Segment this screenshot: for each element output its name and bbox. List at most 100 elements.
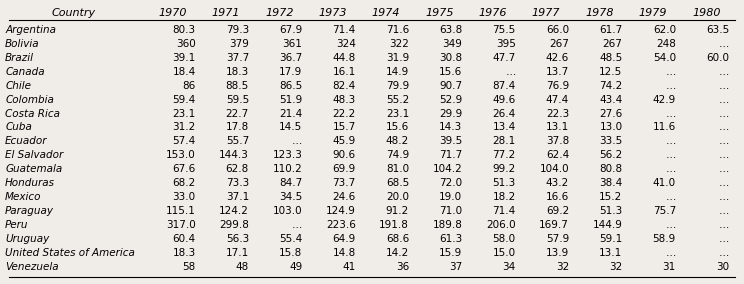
Text: 23.1: 23.1: [173, 108, 196, 118]
Text: 11.6: 11.6: [652, 122, 676, 132]
Text: 58.9: 58.9: [652, 234, 676, 244]
Text: 1980: 1980: [692, 8, 720, 18]
Text: 37: 37: [449, 262, 463, 272]
Text: 37.7: 37.7: [225, 53, 249, 63]
Text: 86: 86: [182, 81, 196, 91]
Text: 22.2: 22.2: [333, 108, 356, 118]
Text: 33.5: 33.5: [599, 136, 623, 146]
Text: 99.2: 99.2: [493, 164, 516, 174]
Text: …: …: [719, 234, 729, 244]
Text: 80.3: 80.3: [173, 25, 196, 35]
Text: 18.3: 18.3: [173, 248, 196, 258]
Text: 124.9: 124.9: [326, 206, 356, 216]
Text: 84.7: 84.7: [279, 178, 302, 188]
Text: 15.7: 15.7: [333, 122, 356, 132]
Text: 58.0: 58.0: [493, 234, 516, 244]
Text: 15.2: 15.2: [599, 192, 623, 202]
Text: …: …: [719, 220, 729, 230]
Text: 267: 267: [549, 39, 569, 49]
Text: …: …: [666, 164, 676, 174]
Text: 73.3: 73.3: [225, 178, 249, 188]
Text: 31: 31: [663, 262, 676, 272]
Text: 90.6: 90.6: [333, 150, 356, 160]
Text: 144.3: 144.3: [219, 150, 249, 160]
Text: Venezuela: Venezuela: [5, 262, 59, 272]
Text: 14.8: 14.8: [333, 248, 356, 258]
Text: 30.8: 30.8: [439, 53, 463, 63]
Text: 23.1: 23.1: [386, 108, 409, 118]
Text: 13.9: 13.9: [546, 248, 569, 258]
Text: 14.3: 14.3: [439, 122, 463, 132]
Text: 349: 349: [443, 39, 463, 49]
Text: 267: 267: [603, 39, 623, 49]
Text: 124.2: 124.2: [219, 206, 249, 216]
Text: 43.4: 43.4: [599, 95, 623, 105]
Text: 24.6: 24.6: [333, 192, 356, 202]
Text: 63.8: 63.8: [439, 25, 463, 35]
Text: 82.4: 82.4: [333, 81, 356, 91]
Text: 72.0: 72.0: [439, 178, 463, 188]
Text: 51.3: 51.3: [599, 206, 623, 216]
Text: 62.8: 62.8: [225, 164, 249, 174]
Text: 1976: 1976: [478, 8, 507, 18]
Text: 30: 30: [716, 262, 729, 272]
Text: El Salvador: El Salvador: [5, 150, 63, 160]
Text: Paraguay: Paraguay: [5, 206, 54, 216]
Text: 76.9: 76.9: [546, 81, 569, 91]
Text: Chile: Chile: [5, 81, 31, 91]
Text: 68.2: 68.2: [173, 178, 196, 188]
Text: 36.7: 36.7: [279, 53, 302, 63]
Text: Bolivia: Bolivia: [5, 39, 39, 49]
Text: 34.5: 34.5: [279, 192, 302, 202]
Text: …: …: [666, 81, 676, 91]
Text: …: …: [719, 248, 729, 258]
Text: 360: 360: [176, 39, 196, 49]
Text: …: …: [719, 136, 729, 146]
Text: Canada: Canada: [5, 67, 45, 77]
Text: 26.4: 26.4: [493, 108, 516, 118]
Text: 17.8: 17.8: [225, 122, 249, 132]
Text: Argentina: Argentina: [5, 25, 56, 35]
Text: 38.4: 38.4: [599, 178, 623, 188]
Text: 32: 32: [609, 262, 623, 272]
Text: …: …: [666, 192, 676, 202]
Text: 74.9: 74.9: [386, 150, 409, 160]
Text: 317.0: 317.0: [166, 220, 196, 230]
Text: 15.8: 15.8: [279, 248, 302, 258]
Text: Country: Country: [51, 8, 96, 18]
Text: 14.9: 14.9: [386, 67, 409, 77]
Text: 59.1: 59.1: [599, 234, 623, 244]
Text: 15.9: 15.9: [439, 248, 463, 258]
Text: 15.0: 15.0: [493, 248, 516, 258]
Text: 74.2: 74.2: [599, 81, 623, 91]
Text: …: …: [666, 248, 676, 258]
Text: 1972: 1972: [265, 8, 294, 18]
Text: 31.9: 31.9: [386, 53, 409, 63]
Text: 16.1: 16.1: [333, 67, 356, 77]
Text: 49.6: 49.6: [493, 95, 516, 105]
Text: 62.4: 62.4: [546, 150, 569, 160]
Text: …: …: [719, 67, 729, 77]
Text: 52.9: 52.9: [439, 95, 463, 105]
Text: …: …: [292, 220, 302, 230]
Text: 71.4: 71.4: [333, 25, 356, 35]
Text: 1973: 1973: [318, 8, 347, 18]
Text: 45.9: 45.9: [333, 136, 356, 146]
Text: 69.9: 69.9: [333, 164, 356, 174]
Text: 22.3: 22.3: [546, 108, 569, 118]
Text: 71.0: 71.0: [439, 206, 463, 216]
Text: 18.2: 18.2: [493, 192, 516, 202]
Text: 20.0: 20.0: [386, 192, 409, 202]
Text: 79.3: 79.3: [225, 25, 249, 35]
Text: 68.6: 68.6: [386, 234, 409, 244]
Text: 13.0: 13.0: [600, 122, 623, 132]
Text: 34: 34: [502, 262, 516, 272]
Text: 17.9: 17.9: [279, 67, 302, 77]
Text: 37.1: 37.1: [225, 192, 249, 202]
Text: 43.2: 43.2: [546, 178, 569, 188]
Text: 103.0: 103.0: [273, 206, 302, 216]
Text: 73.7: 73.7: [333, 178, 356, 188]
Text: 77.2: 77.2: [493, 150, 516, 160]
Text: 75.5: 75.5: [493, 25, 516, 35]
Text: 49: 49: [289, 262, 302, 272]
